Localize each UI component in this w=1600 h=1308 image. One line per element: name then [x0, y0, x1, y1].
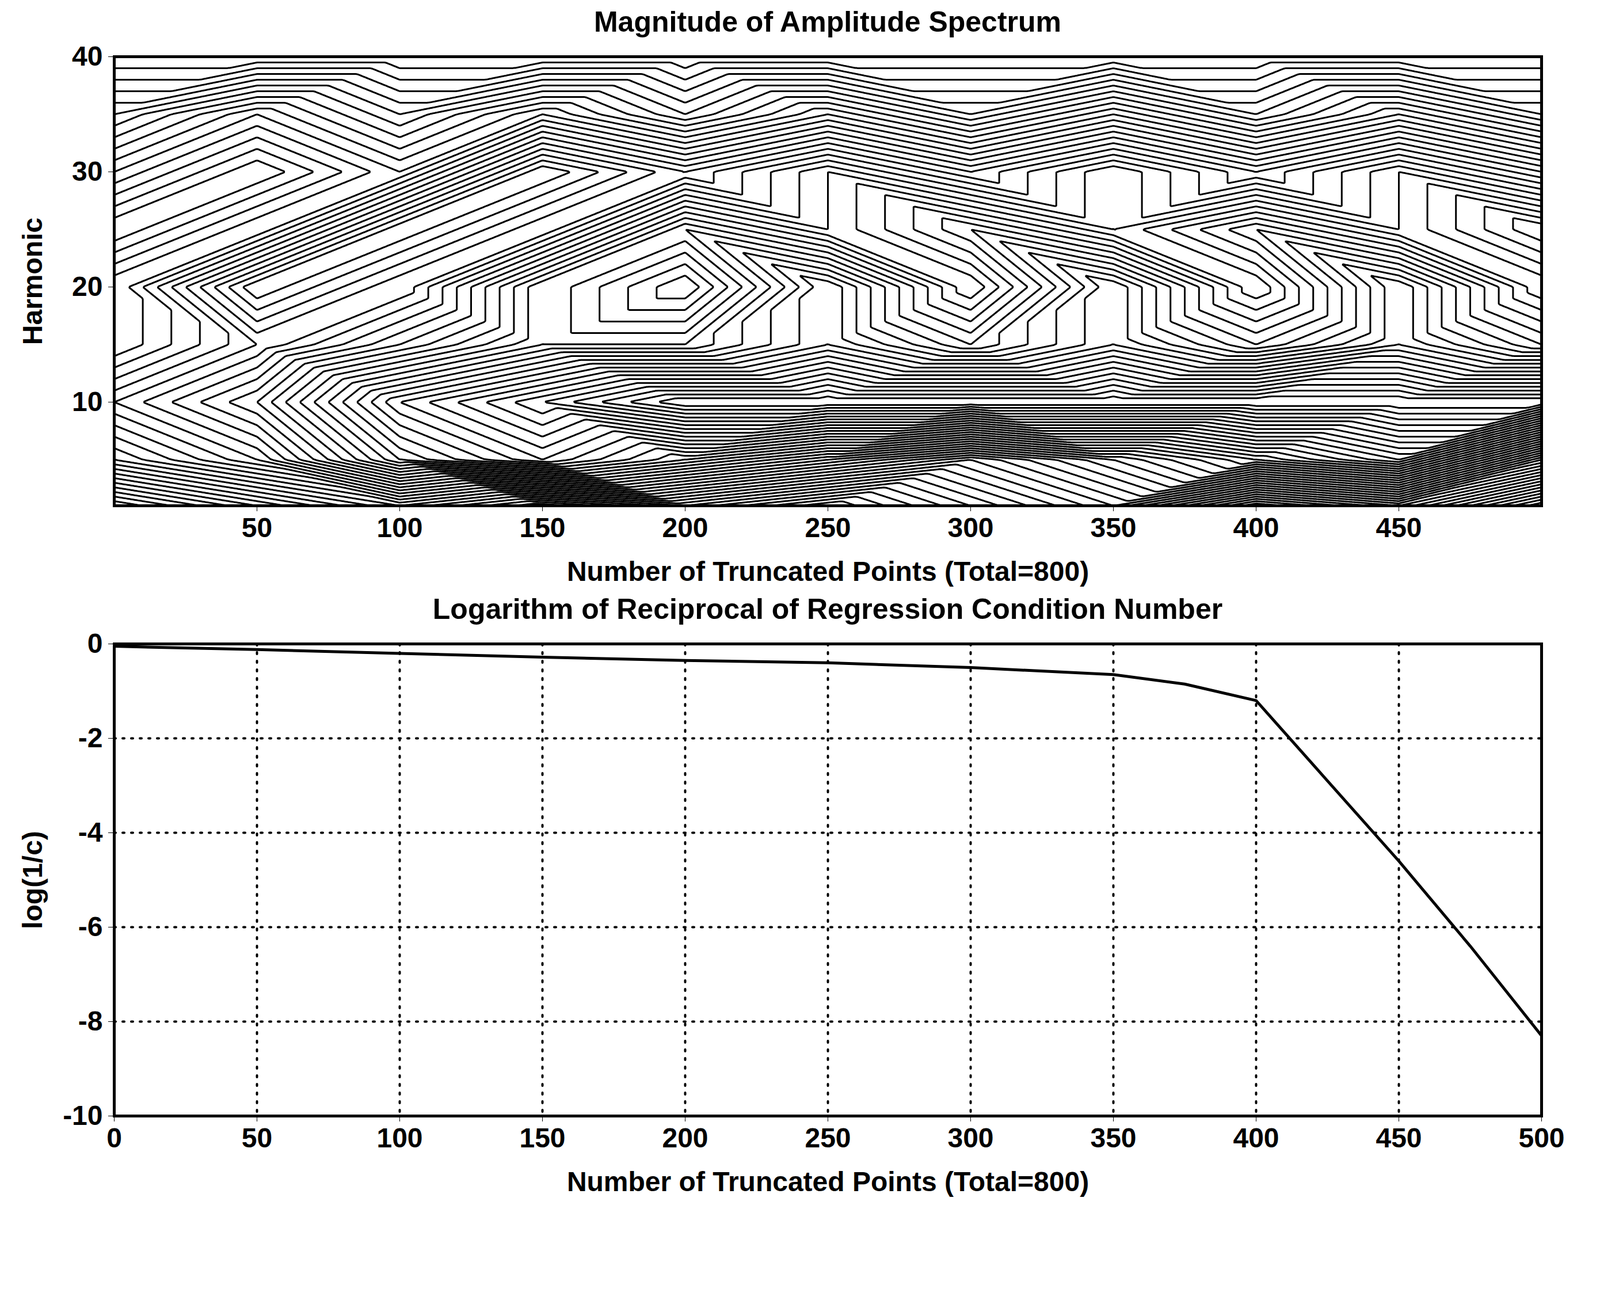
svg-text:Number of Truncated Points (To: Number of Truncated Points (Total=800)	[566, 555, 1089, 587]
svg-text:400: 400	[1232, 1122, 1279, 1153]
svg-text:450: 450	[1375, 512, 1422, 543]
svg-text:250: 250	[804, 1122, 851, 1153]
svg-text:0: 0	[106, 1122, 123, 1153]
svg-text:30: 30	[71, 155, 103, 187]
svg-text:-4: -4	[78, 816, 104, 848]
svg-text:40: 40	[71, 40, 103, 72]
svg-text:10: 10	[71, 386, 103, 417]
svg-text:20: 20	[71, 271, 103, 302]
svg-text:-8: -8	[78, 1005, 104, 1036]
svg-text:0: 0	[87, 627, 104, 659]
svg-text:100: 100	[376, 1122, 423, 1153]
svg-text:150: 150	[519, 1122, 566, 1153]
svg-text:200: 200	[661, 1122, 708, 1153]
svg-text:log(1/c): log(1/c)	[17, 830, 48, 929]
svg-text:400: 400	[1232, 512, 1279, 543]
html-text:Magnitude of Amplitude Spectru: Magnitude of Amplitude Spectrum	[593, 5, 1062, 38]
svg-text:-10: -10	[62, 1099, 103, 1131]
svg-text:250: 250	[804, 512, 851, 543]
svg-text:-2: -2	[78, 722, 104, 753]
svg-text:50: 50	[241, 512, 273, 543]
svg-text:150: 150	[519, 512, 566, 543]
svg-text:500: 500	[1518, 1122, 1565, 1153]
svg-text:450: 450	[1375, 1122, 1422, 1153]
svg-text:350: 350	[1090, 512, 1137, 543]
svg-text:300: 300	[947, 1122, 994, 1153]
svg-text:300: 300	[947, 512, 994, 543]
svg-text:200: 200	[661, 512, 708, 543]
html-text:Logarithm of Reciprocal of Reg: Logarithm of Reciprocal of Regression Co…	[432, 592, 1223, 626]
svg-text:50: 50	[241, 1122, 273, 1153]
svg-text:Harmonic: Harmonic	[17, 217, 48, 345]
svg-text:-6: -6	[78, 911, 104, 942]
svg-text:Number of Truncated Points (To: Number of Truncated Points (Total=800)	[566, 1166, 1089, 1197]
svg-text:100: 100	[376, 512, 423, 543]
svg-text:350: 350	[1090, 1122, 1137, 1153]
